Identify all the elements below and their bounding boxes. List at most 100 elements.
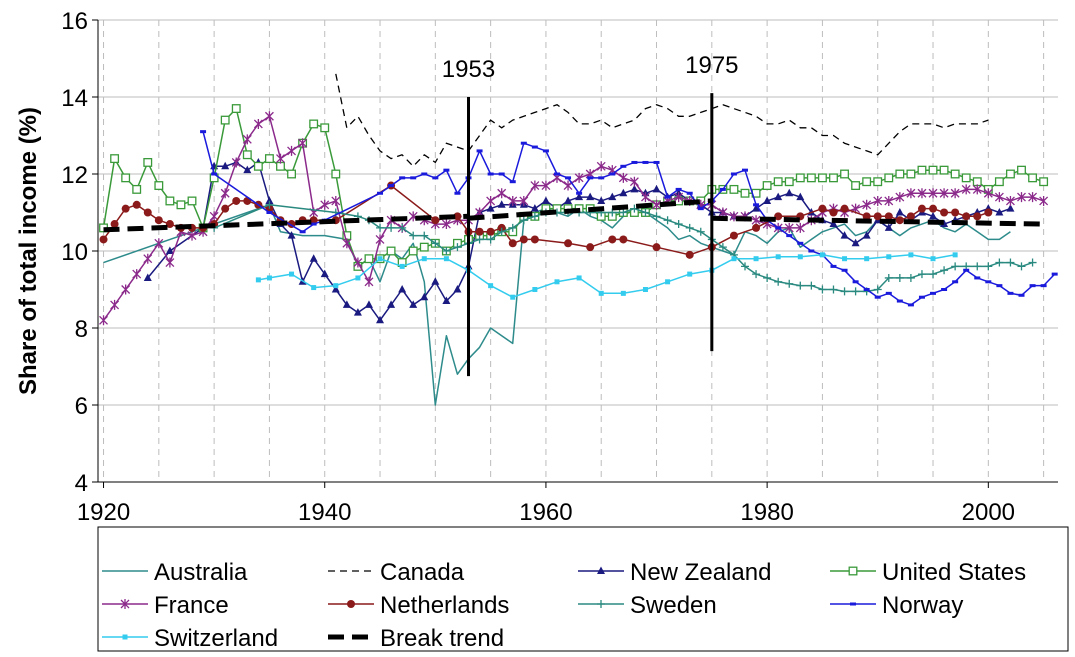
data-point	[508, 195, 518, 206]
data-point	[864, 256, 870, 262]
legend-label: Netherlands	[380, 592, 509, 619]
data-point	[488, 283, 494, 289]
data-point	[331, 169, 341, 179]
data-point	[840, 204, 849, 213]
data-point	[806, 173, 816, 183]
data-point	[399, 263, 405, 269]
data-point	[486, 227, 495, 236]
data-point	[99, 235, 108, 244]
data-point	[873, 177, 883, 187]
data-point	[596, 161, 606, 172]
data-point	[972, 177, 982, 187]
data-point	[873, 285, 882, 294]
data-point	[398, 285, 407, 293]
data-point	[763, 273, 772, 282]
data-point	[1006, 204, 1015, 212]
data-point	[961, 184, 971, 195]
data-point	[420, 292, 429, 301]
data-point	[165, 246, 174, 254]
data-point	[895, 208, 904, 216]
data-point	[718, 207, 728, 218]
data-point	[752, 223, 761, 232]
data-point	[1005, 169, 1015, 179]
data-point	[840, 287, 849, 296]
data-point	[840, 231, 849, 239]
data-point	[475, 227, 484, 236]
data-point	[950, 188, 960, 199]
data-point	[320, 199, 330, 210]
data-point	[419, 242, 429, 252]
data-point	[818, 285, 827, 294]
data-point	[630, 184, 639, 193]
data-point	[641, 192, 650, 203]
data-point	[773, 177, 783, 187]
data-point	[532, 287, 538, 292]
data-point	[939, 188, 949, 199]
data-point	[387, 300, 396, 308]
legend-label: United States	[882, 559, 1026, 586]
data-point	[629, 176, 639, 187]
data-point	[917, 204, 926, 213]
y-tick-label: 8	[75, 316, 88, 343]
data-point	[1005, 195, 1015, 206]
data-point	[984, 208, 993, 217]
data-point	[143, 157, 153, 167]
legend-marker	[597, 600, 605, 608]
data-point	[409, 231, 418, 240]
data-point	[243, 196, 252, 205]
x-tick-label: 2000	[962, 499, 1015, 526]
data-point	[906, 169, 916, 179]
data-point	[574, 172, 584, 183]
data-point	[983, 188, 993, 199]
data-point	[309, 254, 318, 262]
data-point	[453, 212, 462, 221]
data-point	[851, 238, 860, 247]
data-point	[862, 231, 871, 239]
data-point	[1017, 165, 1026, 175]
data-point	[873, 195, 883, 206]
data-point	[255, 277, 261, 283]
legend-box	[97, 526, 1069, 652]
data-point	[453, 285, 462, 293]
data-point	[908, 252, 914, 258]
x-tick-label: 1940	[298, 499, 351, 526]
data-point	[253, 118, 263, 129]
data-point	[608, 192, 617, 201]
data-point	[774, 212, 783, 221]
data-point	[752, 270, 761, 279]
data-point	[242, 150, 252, 160]
data-point	[110, 299, 120, 310]
y-tick-label: 14	[61, 85, 88, 112]
data-point	[320, 269, 329, 278]
data-point	[928, 165, 938, 175]
data-point	[253, 161, 263, 171]
data-point	[1017, 192, 1026, 203]
data-point	[906, 212, 915, 221]
data-point	[221, 204, 230, 213]
data-point	[842, 256, 848, 262]
data-point	[99, 315, 108, 326]
legend: Australia Canada New Zealand United States F…	[102, 559, 1026, 652]
data-point	[231, 104, 241, 113]
data-point	[486, 195, 496, 206]
data-point	[519, 235, 528, 244]
data-point	[929, 204, 938, 213]
data-point	[564, 239, 573, 248]
data-point	[652, 199, 661, 210]
y-axis-title: Share of total income (%)	[15, 107, 42, 395]
data-point	[994, 192, 1004, 203]
data-point	[342, 238, 352, 249]
x-tick-label: 1960	[519, 499, 572, 526]
data-point	[619, 188, 628, 197]
data-point	[817, 173, 827, 183]
data-point	[165, 196, 175, 206]
data-point	[364, 276, 374, 287]
data-point	[951, 262, 960, 271]
data-point	[220, 115, 230, 125]
data-point	[619, 208, 628, 217]
data-point	[895, 169, 905, 179]
series-line	[103, 198, 1044, 233]
data-point	[884, 195, 894, 206]
data-point	[940, 208, 949, 217]
data-point	[333, 283, 339, 289]
